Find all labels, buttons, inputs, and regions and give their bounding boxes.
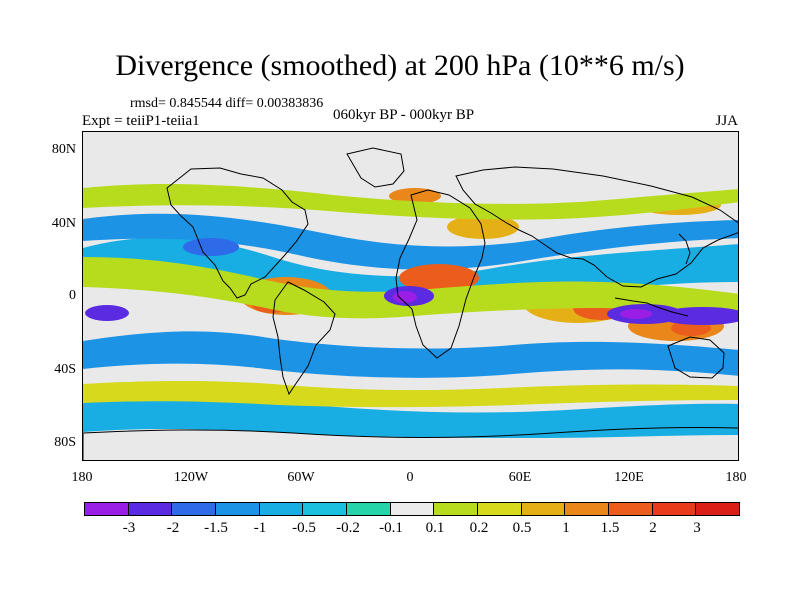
color-swatch [259, 503, 304, 515]
negative-core-east-pacific [183, 238, 239, 256]
color-swatch [303, 503, 348, 515]
color-swatch [565, 503, 610, 515]
positive-belt-south [83, 381, 738, 408]
y-label-80n: 80N [51, 142, 76, 157]
positive-patch-north-atlantic [447, 215, 519, 239]
x-label-180w: 180 [71, 470, 93, 485]
y-label-0: 0 [69, 288, 76, 303]
x-label-180e: 180 [725, 470, 747, 485]
map-title: Divergence (smoothed) at 200 hPa (10**6 … [115, 49, 685, 82]
x-label-60e: 60E [508, 470, 532, 485]
rmsd-diff-text: rmsd= 0.845544 diff= 0.00383836 [130, 96, 324, 111]
legend-label: -3 [122, 520, 136, 536]
color-swatch [172, 503, 217, 515]
legend-label: 0.1 [425, 520, 445, 536]
legend-label: -1 [253, 520, 267, 536]
color-swatch [478, 503, 522, 515]
south-america-coastline [272, 281, 336, 396]
color-swatch [521, 503, 566, 515]
japan-coastline [678, 233, 691, 265]
x-label-60w: 60W [287, 470, 315, 485]
legend-label: 1 [562, 520, 570, 536]
color-swatch [347, 503, 391, 515]
negative-core-west [85, 305, 129, 321]
y-label-40s: 40S [54, 362, 76, 377]
positive-patch-africa [399, 264, 479, 292]
legend-label: 2 [649, 520, 657, 536]
north-america-coastline [166, 167, 309, 299]
legend-label: -1.5 [204, 520, 228, 536]
europe-africa-coastline [395, 189, 486, 359]
positive-patch-north-central [389, 188, 441, 204]
color-swatch [216, 503, 260, 515]
color-swatch [434, 503, 479, 515]
divergence-map [82, 131, 739, 461]
season-label: JJA [715, 113, 738, 129]
divergence-field [83, 184, 738, 438]
color-swatch [128, 503, 173, 515]
antarctica-coastline [83, 427, 738, 460]
positive-belt-north [83, 184, 738, 220]
indonesia-coastline [614, 297, 689, 317]
legend-label: 3 [693, 520, 701, 536]
negative-belt-south-polar [83, 397, 738, 438]
color-swatch [390, 503, 435, 515]
legend-label: -0.2 [336, 520, 360, 536]
legend-label: 0.5 [512, 520, 532, 536]
legend-label: 1.5 [600, 520, 620, 536]
y-label-40n: 40N [51, 216, 76, 231]
color-swatch [85, 503, 129, 515]
coastlines [83, 147, 738, 460]
color-swatch [652, 503, 697, 515]
legend-label: -0.5 [292, 520, 316, 536]
color-swatch [609, 503, 653, 515]
map-canvas [83, 132, 738, 460]
y-label-80s: 80S [54, 435, 76, 450]
positive-belt-equatorial [83, 257, 738, 319]
asia-coastline [455, 166, 738, 288]
negative-core-tropical-pacific-deep [620, 309, 652, 319]
legend-label: -0.1 [379, 520, 403, 536]
legend-label: -2 [166, 520, 180, 536]
negative-belt-south [83, 331, 738, 378]
experiment-label: Expt = teiiP1-teiia1 [82, 113, 200, 129]
negative-core-atlantic-deep [393, 291, 417, 303]
x-label-120w: 120W [173, 470, 209, 485]
period-label: 060kyr BP - 000kyr BP [333, 107, 475, 123]
color-legend-bar [84, 502, 740, 516]
x-label-0: 0 [406, 470, 414, 485]
australia-coastline [667, 336, 725, 379]
negative-belt-north-tropics [83, 213, 738, 270]
color-swatch [696, 503, 739, 515]
x-label-120e: 120E [614, 470, 644, 485]
legend-label: 0.2 [469, 520, 489, 536]
negative-core-south-pacific [658, 307, 738, 325]
greenland-coastline [346, 147, 405, 188]
